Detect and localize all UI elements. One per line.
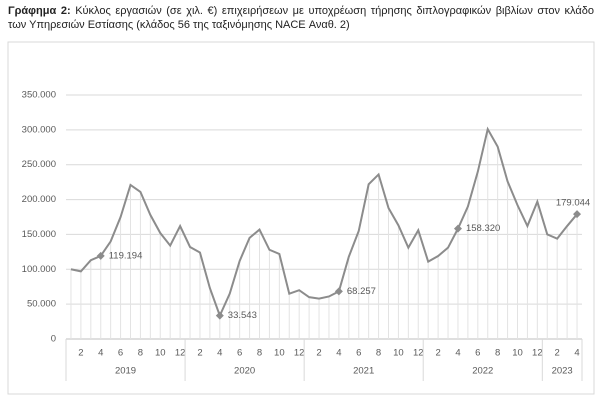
x-tick-label: 8	[138, 348, 143, 359]
chart-title-text: Κύκλος εργασιών (σε χιλ. €) επιχειρήσεων…	[8, 5, 594, 31]
x-tick-label: 10	[155, 348, 166, 359]
chart-frame	[7, 41, 595, 395]
year-label: 2019	[115, 366, 136, 377]
series-line	[70, 126, 578, 319]
x-tick-label: 2	[435, 348, 440, 359]
data-label: 119.194	[109, 250, 143, 261]
y-tick-label: 300.000	[22, 124, 56, 135]
x-tick-label: 12	[294, 348, 305, 359]
year-label: 2023	[552, 366, 573, 377]
x-tick-label: 6	[475, 348, 480, 359]
chart-label: Γράφημα 2:	[8, 5, 71, 17]
x-tick-label: 6	[237, 348, 242, 359]
year-label: 2021	[353, 366, 374, 377]
x-tick-label: 4	[574, 348, 579, 359]
x-tick-label: 6	[356, 348, 361, 359]
x-tick-label: 4	[336, 348, 341, 359]
y-tick-label: 350.000	[22, 90, 56, 101]
x-tick-label: 12	[413, 348, 424, 359]
x-tick-label: 10	[393, 348, 404, 359]
y-tick-label: 150.000	[22, 229, 56, 240]
x-tick-label: 4	[455, 348, 460, 359]
x-tick-label: 2	[555, 348, 560, 359]
x-tick-label: 4	[217, 348, 222, 359]
x-tick-label: 12	[175, 348, 186, 359]
data-label: 158.320	[466, 223, 500, 234]
point-marker	[334, 287, 343, 296]
chart-title: Γράφημα 2: Κύκλος εργασιών (σε χιλ. €) ε…	[8, 4, 594, 32]
x-tick-label: 2	[316, 348, 321, 359]
point-marker	[215, 311, 224, 320]
point-marker	[453, 224, 462, 233]
year-label: 2022	[472, 366, 493, 377]
y-tick-label: 200.000	[22, 194, 56, 205]
year-label: 2020	[234, 366, 255, 377]
x-tick-label: 6	[118, 348, 123, 359]
y-tick-label: 0	[51, 334, 56, 345]
x-tick-label: 8	[376, 348, 381, 359]
x-tick-label: 2	[78, 348, 83, 359]
y-tick-label: 250.000	[22, 159, 56, 170]
y-tick-label: 100.000	[22, 264, 56, 275]
data-label: 68.257	[347, 286, 376, 297]
data-label: 179.044	[556, 198, 590, 209]
x-tick-label: 8	[495, 348, 500, 359]
x-tick-label: 10	[512, 348, 523, 359]
x-tick-label: 8	[257, 348, 262, 359]
x-tick-label: 2	[197, 348, 202, 359]
data-label: 33.543	[228, 310, 257, 321]
point-marker	[96, 251, 105, 260]
x-tick-label: 10	[274, 348, 285, 359]
x-tick-label: 12	[532, 348, 543, 359]
point-marker	[573, 210, 582, 219]
y-tick-label: 50.000	[27, 299, 56, 310]
x-tick-label: 4	[98, 348, 103, 359]
